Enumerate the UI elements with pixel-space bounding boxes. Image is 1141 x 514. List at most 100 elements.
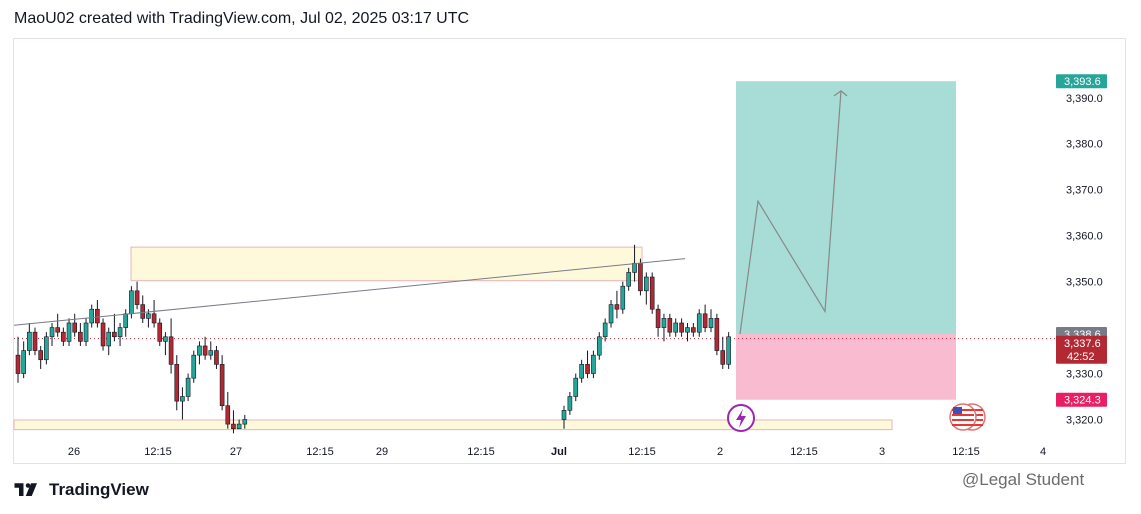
tradingview-logo-icon xyxy=(14,483,37,496)
candle xyxy=(219,355,225,411)
candle xyxy=(168,318,174,374)
tradingview-logo[interactable]: TradingView xyxy=(13,480,149,500)
candle xyxy=(157,318,163,346)
candle-body xyxy=(146,313,151,319)
price-axis: 3,390.0 3,380.0 3,370.0 3,360.0 3,350.0 3,330… xyxy=(1056,74,1107,427)
candle xyxy=(691,322,696,337)
candle xyxy=(585,350,590,379)
candle xyxy=(123,309,129,337)
candle xyxy=(38,345,43,369)
candle-body xyxy=(123,313,129,328)
candle-body xyxy=(236,423,242,430)
candle xyxy=(66,318,72,346)
candle-body xyxy=(72,322,77,333)
candle-body xyxy=(225,405,231,425)
y-tick-label: 3,330.0 xyxy=(1066,369,1103,381)
candle-body xyxy=(129,290,134,315)
candle xyxy=(180,387,185,420)
candle-body xyxy=(78,331,83,342)
candle-body xyxy=(219,364,225,407)
candle xyxy=(620,281,626,314)
target-price-badge-text: 3,393.6 xyxy=(1064,76,1101,88)
projection-arrowhead xyxy=(833,90,848,97)
candle-body xyxy=(21,350,26,374)
candle-body xyxy=(180,396,185,402)
candle xyxy=(44,332,49,365)
candle xyxy=(202,336,208,360)
candle-body xyxy=(567,396,573,411)
time-axis: 26 12:15 27 12:15 29 12:15 Jul 12:15 2 12:15 3 12:1… xyxy=(68,446,1046,458)
current-price-badge-text: 3,337.6 xyxy=(1064,338,1101,350)
x-tick-label: 12:15 xyxy=(628,446,656,458)
candle-body xyxy=(214,350,219,365)
candle xyxy=(174,355,180,411)
candle-body xyxy=(608,304,614,324)
stop-price-badge: 3,324.3 xyxy=(1056,392,1107,407)
x-tick-label: 26 xyxy=(68,446,80,458)
chart-attribution: MaoU02 created with TradingView.com, Jul… xyxy=(14,10,470,27)
flag-canton xyxy=(953,407,962,414)
candle-body xyxy=(55,327,60,333)
candle xyxy=(649,272,655,314)
candle xyxy=(27,322,32,356)
candle-body xyxy=(134,290,140,305)
candle xyxy=(72,313,77,337)
candle-body xyxy=(673,322,679,333)
candle-body xyxy=(140,304,146,319)
candle-body xyxy=(208,350,214,356)
candle-body xyxy=(106,331,112,347)
x-tick-label: 12:15 xyxy=(467,446,495,458)
candle-body xyxy=(679,322,684,333)
candle xyxy=(225,391,231,429)
projection-arrow xyxy=(739,90,842,335)
us-flag-icon xyxy=(949,403,977,431)
candle xyxy=(726,332,731,369)
candle-body xyxy=(644,276,649,292)
candle xyxy=(78,322,83,346)
candle-body xyxy=(720,350,726,365)
supply-zone xyxy=(130,246,643,282)
x-tick-label: 27 xyxy=(230,446,242,458)
candle xyxy=(112,313,117,342)
x-tick-label: 12:15 xyxy=(306,446,334,458)
candle-body xyxy=(191,354,197,379)
x-tick-label: 12:15 xyxy=(144,446,172,458)
candle-body xyxy=(591,354,596,374)
candle xyxy=(579,359,584,383)
candle-body xyxy=(638,262,643,292)
candle xyxy=(608,300,614,328)
candle xyxy=(236,419,242,430)
candle xyxy=(661,313,667,342)
x-tick-label: 29 xyxy=(376,446,388,458)
candle-body xyxy=(614,304,620,310)
candle xyxy=(696,309,702,337)
candle xyxy=(117,322,123,346)
chart-frame xyxy=(13,38,1126,464)
candle xyxy=(208,341,214,360)
candle xyxy=(614,290,620,319)
candle-body xyxy=(579,364,584,379)
candle xyxy=(242,414,248,429)
candle xyxy=(720,336,726,369)
candle xyxy=(214,345,219,369)
y-tick-label: 3,390.0 xyxy=(1066,93,1103,105)
candle xyxy=(151,300,157,328)
candle xyxy=(15,336,21,383)
candle-body xyxy=(661,318,667,328)
y-tick-label: 3,370.0 xyxy=(1066,185,1103,197)
profit-zone xyxy=(736,81,956,335)
current-price-badge-bg xyxy=(1056,335,1107,364)
candle-body xyxy=(61,331,66,342)
candle-body xyxy=(708,318,714,328)
candle xyxy=(708,309,714,333)
candle-body xyxy=(602,322,608,338)
candle xyxy=(567,391,573,415)
candle xyxy=(655,304,661,337)
zones-layer xyxy=(13,81,956,431)
candles-layer xyxy=(15,244,731,434)
candle xyxy=(49,322,55,346)
candle xyxy=(61,327,66,346)
candle-body xyxy=(163,336,168,342)
candle-body xyxy=(655,308,661,328)
